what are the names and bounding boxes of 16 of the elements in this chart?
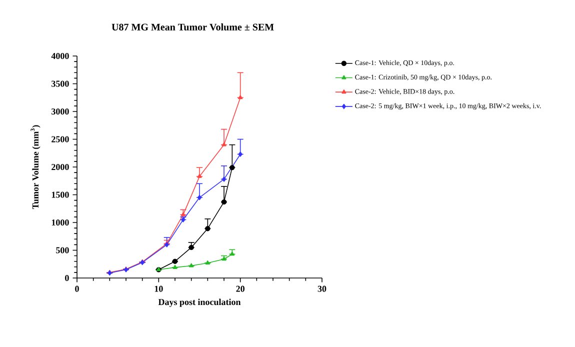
y-axis-title: Tumor Volume (mm$^{3}$) [30,125,40,210]
y-tick-label: 0 [65,274,69,282]
y-tick-label: 2500 [52,136,69,142]
x-tick-label: 30 [318,286,326,292]
y-tick-label: 3000 [52,108,69,115]
x-tick-label: 0 [75,286,79,292]
y-tick-label: 4000 [51,52,69,60]
x-tick-label: 10 [154,286,163,292]
chart-title: U87 MG Mean Tumor Volume ± SEM [112,23,274,31]
y-tick-label: 1000 [52,219,69,226]
y-tick-label: 1500 [52,192,69,198]
y-tick-label: 3500 [52,80,69,87]
y-tick-label: 500 [56,247,69,254]
x-axis-title: Days post inoculation [158,298,241,307]
y-tick-label: 2000 [52,164,69,170]
x-tick-label: 20 [236,286,244,292]
